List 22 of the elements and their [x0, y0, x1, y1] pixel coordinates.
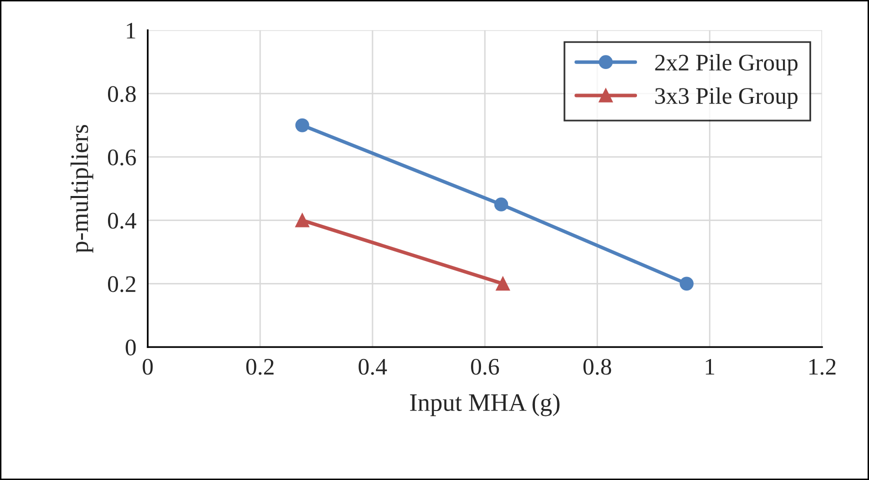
x-tick-label: 1 [706, 358, 714, 375]
x-tick-label: 0 [142, 358, 153, 375]
point [680, 276, 694, 291]
legend-label: 3x3 Pile Group [655, 87, 798, 109]
point [496, 276, 510, 291]
y-tick-label: 1 [126, 22, 136, 38]
y-tick-label: 0 [126, 340, 136, 356]
x-tick-label: 1.2 [809, 358, 836, 375]
point [295, 118, 310, 132]
x-tick-label: 0.2 [246, 358, 274, 375]
legend-label: 2x2 Pile Group [655, 54, 798, 76]
x-tick-label: 0.6 [471, 358, 499, 375]
point [494, 198, 508, 212]
y-tick-label: 0.4 [108, 212, 136, 229]
x-axis-title: Input MHA (g) [410, 393, 560, 416]
y-tick-label: 0.6 [108, 149, 136, 166]
y-axis-title: p-multipliers [70, 124, 94, 253]
y-tick-label: 0.8 [108, 86, 136, 102]
point [295, 213, 310, 228]
y-tick-label: 0.2 [108, 276, 136, 292]
x-tick-label: 0.4 [358, 358, 387, 375]
x-tick-label: 0.8 [583, 358, 612, 375]
